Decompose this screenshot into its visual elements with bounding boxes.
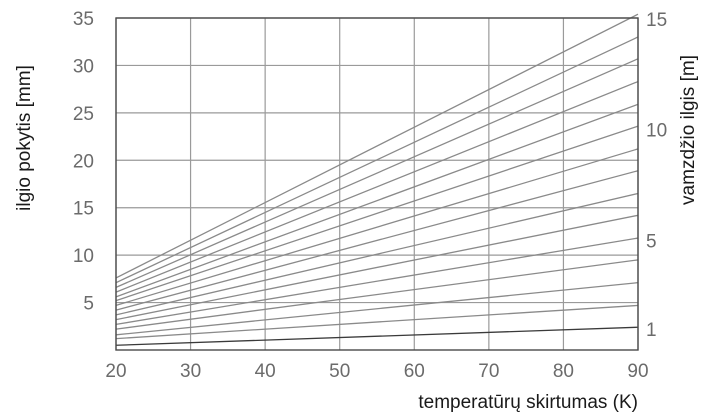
plot-frame bbox=[115, 17, 639, 351]
y-tick-label: 25 bbox=[73, 104, 94, 125]
x-tick-label: 70 bbox=[478, 361, 499, 382]
x-axis-title: temperatūrų skirtumas (K) bbox=[418, 392, 638, 413]
x-tick-label: 90 bbox=[627, 361, 648, 382]
y-tick-label: 10 bbox=[73, 246, 94, 267]
series-line bbox=[115, 282, 639, 336]
y-axis-title: ilgio pokytis [mm] bbox=[14, 65, 35, 211]
series-line bbox=[115, 237, 639, 326]
x-axis-ticks: 20 30 40 50 60 70 80 90 bbox=[105, 361, 648, 382]
y2-tick-label: 10 bbox=[646, 121, 667, 142]
series-line bbox=[115, 103, 639, 298]
series-line bbox=[115, 304, 639, 340]
series-line bbox=[115, 148, 639, 307]
y2-tick-label: 1 bbox=[646, 320, 657, 341]
x-tick-label: 30 bbox=[180, 361, 201, 382]
x-tick-label: 60 bbox=[404, 361, 425, 382]
x-tick-label: 80 bbox=[553, 361, 574, 382]
x-tick-label: 20 bbox=[105, 361, 126, 382]
series-line bbox=[115, 36, 639, 284]
series-line bbox=[115, 13, 639, 279]
y2-tick-label: 5 bbox=[646, 231, 657, 252]
series-line bbox=[115, 192, 639, 316]
y-tick-label: 5 bbox=[83, 294, 94, 315]
series-line bbox=[115, 170, 639, 311]
y-axis-ticks: 5 10 15 20 25 30 35 bbox=[73, 9, 94, 315]
series-line bbox=[115, 326, 639, 346]
y-tick-label: 15 bbox=[73, 199, 94, 220]
y2-tick-label: 15 bbox=[646, 10, 667, 31]
series-lines bbox=[115, 13, 639, 346]
y-tick-label: 30 bbox=[73, 56, 94, 77]
x-tick-label: 50 bbox=[329, 361, 350, 382]
series-line bbox=[115, 58, 639, 288]
y-tick-label: 20 bbox=[73, 151, 94, 172]
series-line bbox=[115, 214, 639, 321]
y2-axis-title: vamzdžio ilgis [m] bbox=[678, 55, 699, 205]
series-line bbox=[115, 80, 639, 293]
x-tick-label: 40 bbox=[255, 361, 276, 382]
grid bbox=[115, 17, 639, 350]
series-line bbox=[115, 259, 639, 330]
series-line bbox=[115, 125, 639, 302]
y-tick-label: 35 bbox=[73, 9, 94, 30]
